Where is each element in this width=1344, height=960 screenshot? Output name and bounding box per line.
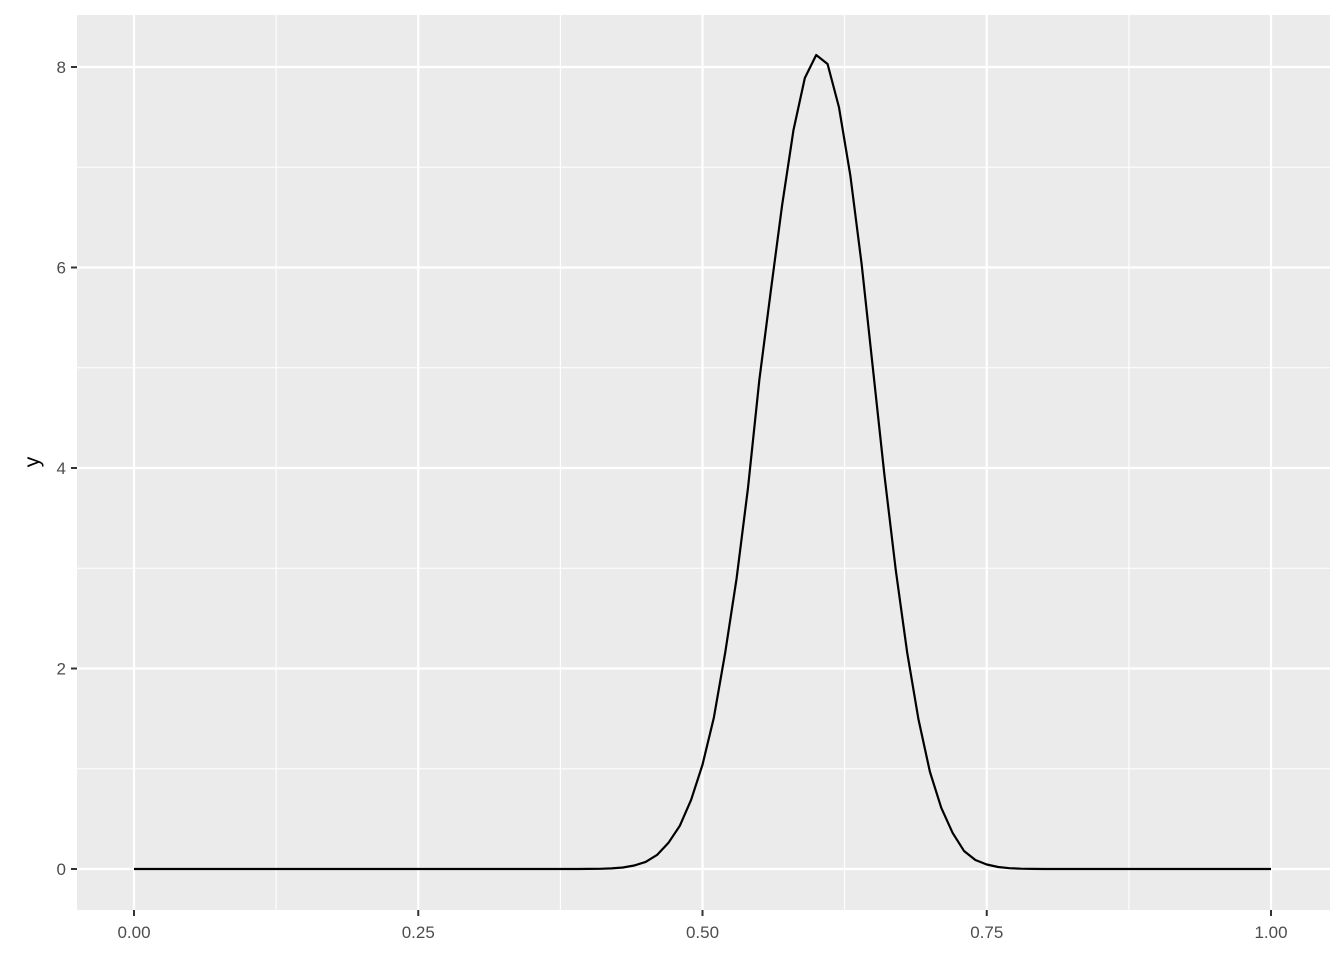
- x-tick-label: 0.25: [402, 923, 435, 942]
- x-tick-label: 0.50: [686, 923, 719, 942]
- x-tick-label: 0.00: [117, 923, 150, 942]
- x-tick-label: 0.75: [970, 923, 1003, 942]
- y-tick-label: 0: [57, 860, 66, 879]
- y-tick-label: 2: [57, 660, 66, 679]
- x-tick-label: 1.00: [1254, 923, 1287, 942]
- density-line: [134, 53, 1271, 871]
- y-tick-label: 4: [57, 459, 66, 478]
- y-tick-label: 8: [57, 58, 66, 77]
- y-tick-label: 6: [57, 259, 66, 278]
- axis-ticks: 0.00 0.25 0.50 0.75 1.00 0 2 4 6 8: [57, 58, 1288, 942]
- y-axis-title: y: [21, 456, 44, 467]
